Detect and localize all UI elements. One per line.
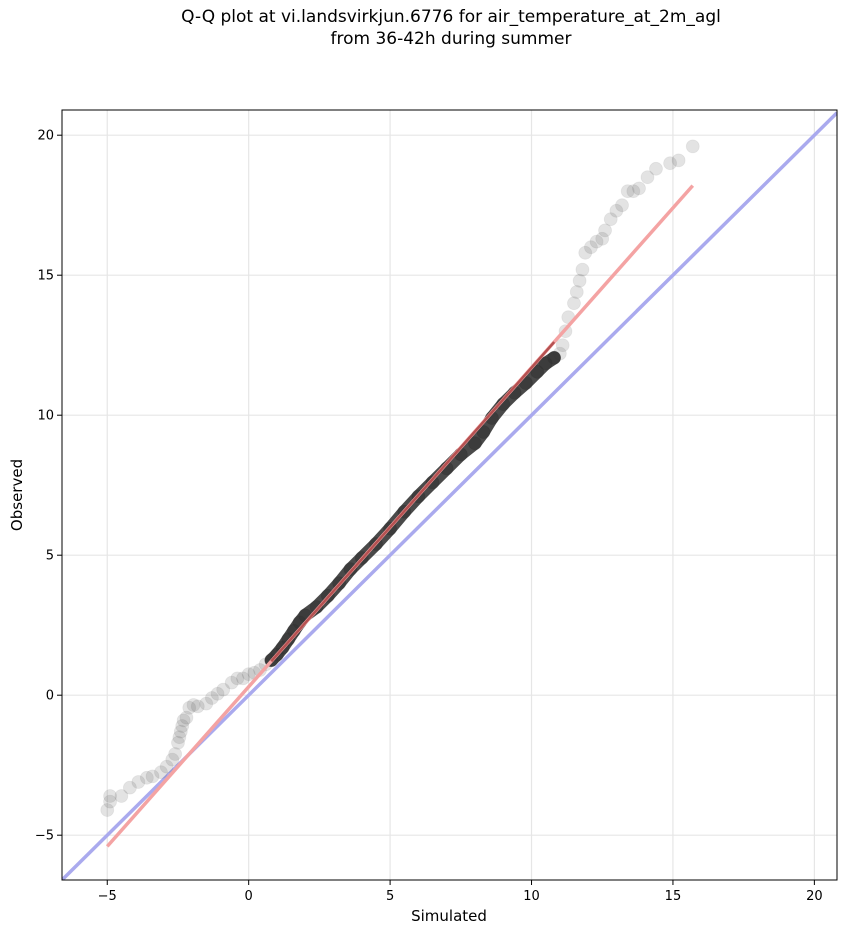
data-point [114,789,129,803]
x-tick-label: 20 [806,889,823,904]
grid-lines [62,110,837,880]
data-point [598,223,612,238]
data-point [175,719,190,733]
data-point [103,789,117,803]
data-point [159,759,174,774]
data-point [663,156,678,171]
data-point [584,240,598,255]
data-point [100,803,115,817]
data-point [649,161,663,176]
data-point [578,245,593,260]
data-point [172,730,187,745]
data-point [626,184,641,199]
data-point [615,198,629,213]
data-point [171,735,185,750]
plot-area [62,111,837,880]
x-tick-label: 5 [386,889,394,904]
data-point [685,139,700,154]
y-tick-label: 5 [46,549,54,564]
y-axis-label: Observed [8,459,26,531]
data-point [589,234,604,249]
data-point [603,212,618,227]
plot-frame [61,109,838,881]
data-point [165,752,180,767]
data-point [236,671,250,686]
data-point [176,713,191,728]
y-tick-label: 20 [37,129,54,144]
fit-line-overlay [270,341,556,663]
data-point [567,296,581,311]
x-axis-label: Simulated [411,907,487,925]
data-point [640,170,655,185]
data-point [190,699,205,714]
data-point [216,682,231,697]
data-point [154,765,168,780]
data-point [210,686,225,701]
data-point [595,231,610,246]
y-tick-label: −5 [35,829,54,844]
data-point [569,285,584,299]
data-point [145,769,160,784]
y-tick-label: 0 [46,689,54,704]
chart-title-line-2: from 36-42h during summer [330,29,572,49]
chart-title: Q-Q plot at vi.landsvirkjun.6776 for air… [0,6,845,50]
data-point [241,667,256,682]
data-point [224,675,239,690]
x-tick-label: 0 [245,889,253,904]
data-point [671,153,686,168]
data-point [168,747,183,761]
x-tick-label: 15 [665,889,682,904]
x-tick-label: 10 [523,889,540,904]
data-point [620,184,635,199]
data-point [139,770,154,785]
data-point [131,775,146,789]
data-point [575,262,590,277]
data-point [173,724,188,739]
data-point [555,338,570,353]
y-tick-label: 10 [37,409,54,424]
chart-title-line-1: Q-Q plot at vi.landsvirkjun.6776 for air… [181,7,721,27]
data-point [179,710,194,725]
data-point [182,700,197,715]
axes: −5 0 5 10 15 20 −5 0 5 10 15 20 [35,129,823,904]
data-point [609,203,624,218]
data-point [103,794,117,809]
y-tick-label: 15 [37,269,54,284]
data-point [205,691,219,705]
data-point [572,273,587,288]
x-tick-label: −5 [98,889,117,904]
data-point [186,698,201,712]
data-point [230,671,245,686]
data-point [122,780,137,795]
data-point [199,696,214,711]
data-point [632,181,646,196]
